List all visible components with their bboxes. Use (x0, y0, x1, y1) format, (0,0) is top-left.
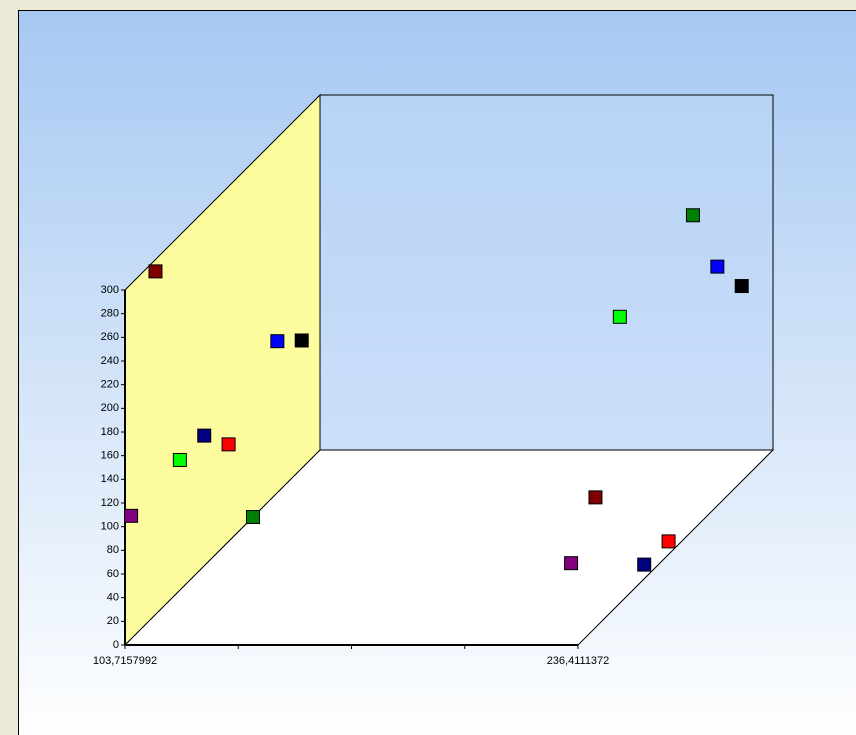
y-tick-label: 0 (113, 639, 119, 651)
y-tick-label: 20 (107, 615, 119, 627)
marker (221, 437, 236, 452)
marker (637, 557, 652, 572)
marker (734, 279, 749, 294)
marker (124, 508, 139, 523)
marker (245, 510, 260, 525)
back-wall (319, 94, 774, 451)
y-tick-label: 120 (101, 497, 119, 509)
marker (564, 556, 579, 571)
y-tick-label: 280 (101, 308, 119, 320)
y-tick-label: 80 (107, 544, 119, 556)
y-tick-label: 40 (107, 592, 119, 604)
y-tick-label: 160 (101, 450, 119, 462)
y-tick-label: 260 (101, 331, 119, 343)
x-tick-label: 103,7157992 (93, 655, 157, 667)
y-tick-label: 240 (101, 355, 119, 367)
marker (172, 452, 187, 467)
marker (661, 534, 676, 549)
y-tick-label: 300 (101, 284, 119, 296)
plot-marks (124, 208, 749, 572)
marker (197, 428, 212, 443)
marker (294, 333, 309, 348)
y-tick-label: 180 (101, 426, 119, 438)
marker (612, 309, 627, 324)
x-tick-label: 236,4111372 (547, 655, 610, 667)
marker (685, 208, 700, 223)
y-tick-label: 100 (101, 521, 119, 533)
marker (710, 259, 725, 274)
marker (148, 264, 163, 279)
y-tick-label: 140 (101, 473, 119, 485)
marker (588, 490, 603, 505)
y-tick-label: 220 (101, 379, 119, 391)
plot-box: 0 20 40 60 80 100 120 140 160 180 200 220 240 260 280 3… (93, 93, 775, 667)
y-tick-label: 60 (107, 568, 119, 580)
marker (270, 334, 285, 349)
y-tick-label: 200 (101, 402, 119, 414)
